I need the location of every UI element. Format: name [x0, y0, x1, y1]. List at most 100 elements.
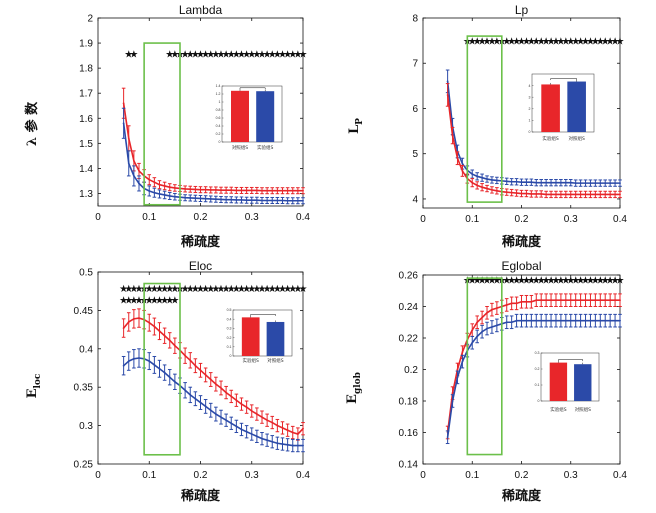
data-point	[481, 330, 483, 333]
y-axis-label-subscript: P	[355, 118, 365, 125]
data-point	[286, 429, 289, 432]
data-point	[194, 364, 197, 367]
data-point	[153, 181, 156, 184]
data-point	[589, 319, 592, 322]
data-point	[555, 181, 557, 184]
data-point	[584, 193, 587, 196]
data-point	[132, 175, 135, 177]
significance-star: ★	[522, 37, 531, 48]
inset-y-tick-label: 1.4	[216, 84, 221, 88]
data-point	[495, 189, 498, 192]
inset-x-label: 实验组S	[550, 406, 566, 413]
significance-star: ★	[293, 50, 302, 61]
data-point	[555, 299, 557, 302]
inset-y-tick-label: 0.5	[227, 308, 232, 312]
data-point	[495, 179, 498, 182]
data-point	[520, 181, 523, 184]
significance-star: ★	[196, 284, 205, 295]
y-axis-label: LP	[347, 118, 365, 134]
series-red	[445, 293, 622, 440]
data-point	[173, 344, 176, 347]
significance-star: ★	[135, 284, 144, 295]
inset-significance-bracket	[239, 87, 266, 90]
y-tick-label: 1.7	[79, 89, 93, 100]
x-tick-label: 0.4	[296, 470, 310, 481]
data-point	[296, 433, 299, 435]
data-point	[564, 319, 567, 322]
data-point	[163, 334, 166, 337]
significance-star: ★	[252, 50, 261, 61]
data-point	[291, 189, 294, 192]
data-point	[486, 178, 488, 180]
significance-star: ★	[242, 284, 251, 295]
data-point	[296, 444, 299, 447]
data-point	[461, 162, 464, 165]
data-point	[584, 299, 587, 302]
inset-bar-red	[549, 362, 568, 401]
data-point	[579, 182, 582, 185]
series-red	[445, 83, 622, 199]
data-point	[446, 436, 449, 439]
y-axis-label-subscript: loc	[33, 373, 43, 388]
significance-star: ★	[293, 284, 302, 295]
significance-star: ★	[206, 284, 215, 295]
data-point	[189, 197, 192, 199]
significance-star: ★	[537, 276, 546, 287]
significance-star: ★	[263, 284, 272, 295]
significance-star: ★	[145, 296, 154, 307]
data-point	[589, 193, 592, 196]
data-point	[132, 317, 135, 320]
significance-star: ★	[299, 50, 308, 61]
chart-title: Lp	[515, 3, 529, 17]
data-point	[599, 319, 602, 322]
significance-star: ★	[601, 276, 610, 287]
data-point	[209, 378, 212, 381]
significance-star: ★	[576, 37, 585, 48]
significance-star: ★	[247, 284, 256, 295]
significance-star: ★	[542, 276, 551, 287]
x-tick-label: 0.4	[296, 212, 310, 223]
data-point	[560, 181, 562, 184]
x-tick-label: 0.3	[564, 214, 578, 225]
significance-star: ★	[556, 276, 565, 287]
data-point	[173, 380, 176, 383]
significance-star: ★	[150, 284, 159, 295]
data-point	[168, 186, 171, 189]
data-point	[604, 299, 607, 302]
data-point	[491, 189, 493, 191]
inset-y-tick-label: 0.4	[216, 124, 221, 128]
significance-star: ★	[478, 276, 487, 287]
x-tick-label: 0	[95, 470, 101, 481]
data-point	[545, 299, 548, 302]
inset-y-tick-label: 0	[538, 399, 540, 403]
data-point	[214, 189, 217, 191]
significance-star: ★	[170, 296, 179, 307]
significance-star: ★	[268, 50, 277, 61]
y-tick-label: 0.22	[399, 334, 419, 345]
data-point	[525, 192, 528, 195]
data-point	[510, 302, 513, 305]
data-point	[286, 443, 289, 446]
data-point	[525, 300, 528, 303]
data-point	[127, 137, 130, 140]
data-point	[148, 178, 151, 181]
significance-star: ★	[551, 276, 560, 287]
data-point	[540, 319, 543, 322]
data-point	[530, 319, 533, 322]
data-point	[476, 175, 479, 178]
data-point	[255, 189, 258, 192]
y-tick-label: 0.14	[399, 460, 419, 471]
significance-star: ★	[487, 276, 496, 287]
inset-y-tick-label: 4	[529, 84, 531, 88]
data-point	[148, 321, 151, 324]
significance-star: ★	[527, 276, 536, 287]
inset-x-label: 对照组S	[267, 357, 283, 364]
data-point	[505, 180, 508, 183]
y-axis-label-main: L	[347, 125, 362, 134]
data-point	[560, 319, 562, 322]
significance-star: ★	[502, 37, 511, 48]
y-tick-label: 8	[412, 14, 418, 25]
significance-star: ★	[606, 276, 615, 287]
significance-star: ★	[483, 276, 492, 287]
